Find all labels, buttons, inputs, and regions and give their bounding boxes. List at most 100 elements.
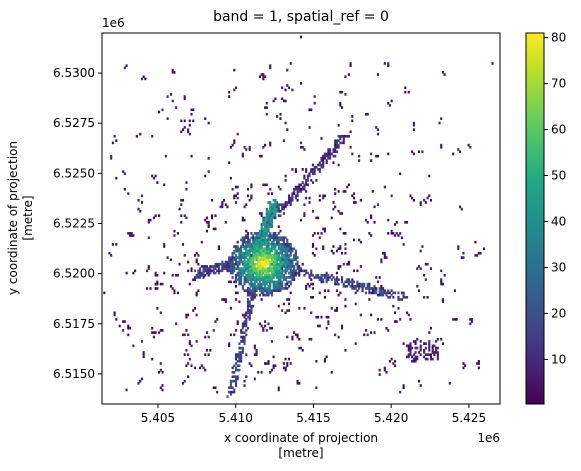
raster-cell [161, 371, 164, 374]
raster-cell [253, 251, 256, 255]
raster-cell [195, 340, 198, 343]
raster-cell [277, 232, 280, 235]
raster-cell [419, 267, 422, 270]
raster-cell [334, 141, 337, 145]
raster-cell [286, 251, 289, 255]
raster-cell [313, 95, 316, 98]
raster-cell [149, 218, 152, 222]
raster-cell [234, 366, 238, 370]
raster-cell [202, 265, 205, 268]
raster-cell [438, 121, 441, 125]
raster-cell [373, 221, 376, 224]
raster-cell [262, 243, 265, 246]
raster-cell [293, 254, 296, 257]
raster-cell [289, 62, 292, 65]
raster-cell [399, 318, 402, 321]
raster-cell [233, 88, 236, 92]
raster-cell [252, 269, 255, 273]
raster-cell [241, 240, 244, 244]
raster-cell [234, 260, 238, 264]
raster-cell [387, 152, 390, 156]
raster-cell [211, 265, 214, 268]
raster-cell [248, 293, 251, 297]
raster-cell [253, 269, 256, 273]
raster-cell [284, 254, 287, 257]
raster-cell [246, 289, 250, 292]
raster-cell [368, 232, 371, 235]
raster-cell [340, 106, 344, 109]
raster-cell [154, 331, 157, 334]
raster-cell [272, 212, 275, 215]
raster-cell [313, 165, 316, 169]
raster-cell [265, 183, 268, 187]
raster-cell [315, 315, 318, 319]
raster-cell [366, 282, 369, 286]
raster-cell [270, 245, 273, 248]
raster-cell [238, 300, 241, 304]
raster-cell [264, 247, 267, 251]
raster-cell [368, 298, 371, 301]
raster-cell [253, 267, 256, 270]
raster-cell [207, 269, 210, 273]
raster-cell [122, 329, 125, 332]
raster-cell [270, 216, 273, 220]
raster-cell [276, 238, 279, 242]
raster-cell [183, 97, 186, 101]
raster-cell [327, 315, 330, 319]
raster-cell [243, 205, 246, 209]
raster-cell [262, 267, 265, 270]
raster-cell [308, 108, 311, 112]
x-tick-label: 5.415 [296, 411, 330, 425]
raster-cell [260, 232, 263, 235]
raster-cell [380, 284, 383, 288]
raster-cell [250, 260, 253, 264]
raster-cell [265, 258, 268, 262]
raster-cell [270, 291, 273, 295]
raster-cell [253, 377, 256, 381]
raster-cell [270, 258, 273, 262]
raster-cell [240, 276, 243, 279]
raster-cell [298, 346, 301, 350]
raster-cell [269, 64, 272, 67]
colorbar-gradient [525, 32, 545, 405]
raster-cell [245, 322, 248, 326]
raster-cell [207, 223, 210, 226]
raster-cell [236, 291, 239, 295]
raster-cell [253, 289, 256, 292]
raster-cell [424, 357, 427, 361]
raster-cell [332, 201, 335, 204]
raster-cell [132, 234, 135, 237]
raster-cell [291, 198, 294, 202]
raster-cell [337, 123, 340, 127]
raster-cell [253, 256, 256, 259]
raster-cell [233, 141, 236, 145]
raster-cell [238, 357, 241, 361]
raster-cell [306, 183, 309, 187]
raster-cell [248, 282, 251, 286]
raster-cell [216, 269, 219, 273]
raster-cell [460, 256, 463, 259]
raster-cell [274, 234, 277, 237]
raster-cell [412, 340, 415, 343]
raster-cell [394, 234, 397, 237]
raster-cell [248, 262, 251, 266]
raster-cell [257, 267, 260, 270]
raster-cell [315, 216, 318, 220]
raster-cell [246, 278, 250, 281]
raster-cell [264, 276, 267, 279]
raster-cell [262, 73, 265, 76]
raster-cell [282, 243, 285, 246]
raster-cell [426, 357, 429, 361]
raster-cell [289, 271, 292, 275]
raster-cell [238, 267, 241, 270]
raster-cell [416, 355, 419, 359]
raster-cell [284, 179, 287, 182]
raster-cell [245, 234, 248, 237]
raster-cell [262, 216, 265, 220]
raster-cell [257, 273, 260, 277]
raster-cell [252, 293, 255, 297]
raster-cell [281, 205, 284, 209]
raster-cell [414, 340, 417, 343]
raster-cell [303, 307, 306, 310]
raster-cell [245, 278, 248, 281]
